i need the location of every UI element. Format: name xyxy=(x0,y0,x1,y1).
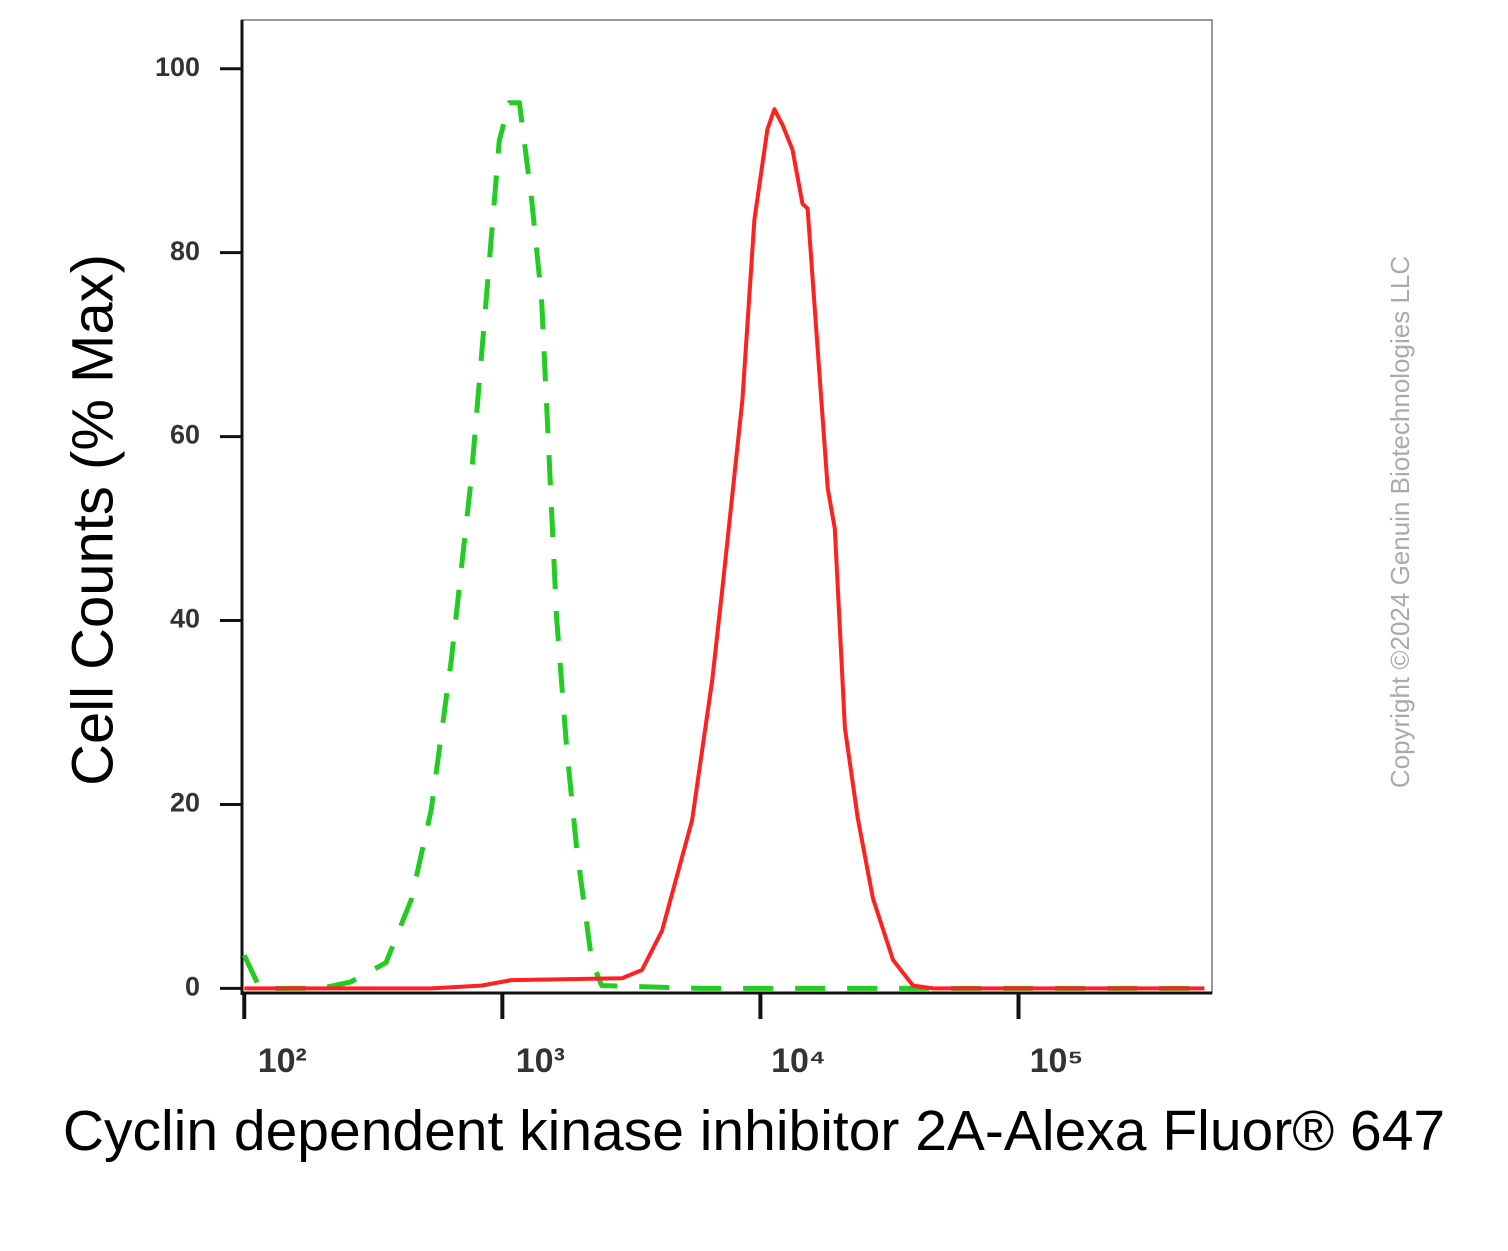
x-tick-label: 10³ xyxy=(516,1042,565,1080)
plot-frame xyxy=(241,19,1213,994)
x-axis-label: Cyclin dependent kinase inhibitor 2A-Ale… xyxy=(62,1099,1446,1163)
series-line xyxy=(242,100,1205,991)
y-tick-label: 20 xyxy=(170,788,200,818)
y-tick-label: 0 xyxy=(185,972,200,1002)
y-tick-label: 60 xyxy=(170,420,200,450)
x-tick-label: 10⁴ xyxy=(771,1042,826,1080)
y-tick-label: 80 xyxy=(170,236,200,266)
x-tick-label: 10⁵ xyxy=(1030,1042,1084,1080)
y-tick-label: 40 xyxy=(170,604,200,634)
y-axis-label: Cell Counts (% Max) xyxy=(60,254,125,786)
watermark: Copyright ©2024 Genuin Biotechnologies L… xyxy=(1385,256,1415,788)
y-tick-label: 100 xyxy=(155,52,200,82)
series-line xyxy=(244,107,1205,991)
x-tick-label: 10² xyxy=(258,1042,307,1080)
